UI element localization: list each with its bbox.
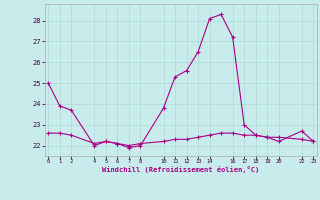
X-axis label: Windchill (Refroidissement éolien,°C): Windchill (Refroidissement éolien,°C) [102,166,260,173]
